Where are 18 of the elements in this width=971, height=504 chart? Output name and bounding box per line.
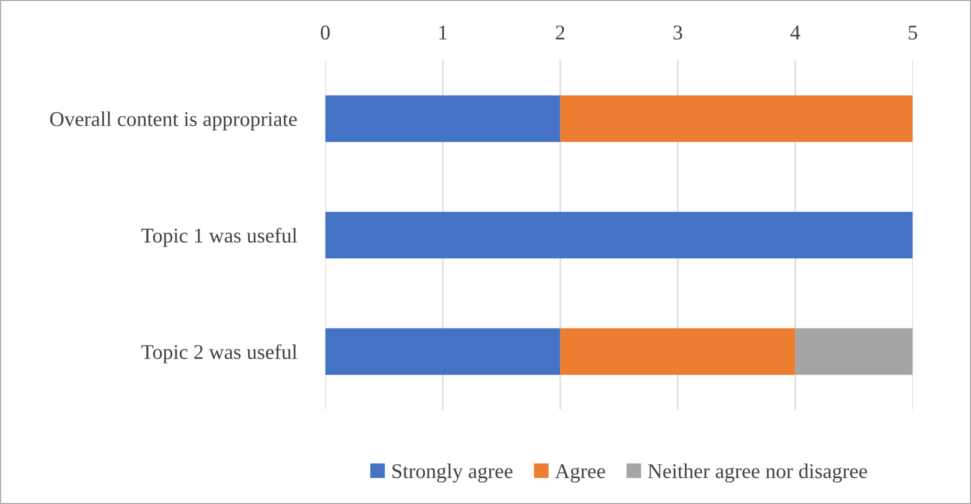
legend-label: Agree bbox=[555, 464, 605, 483]
x-tick-label: 1 bbox=[439, 26, 447, 40]
legend-label: Neither agree nor disagree bbox=[648, 464, 868, 483]
x-tick-label: 5 bbox=[908, 26, 918, 40]
x-tick-label: 4 bbox=[790, 26, 800, 40]
bar bbox=[325, 328, 560, 375]
bar bbox=[325, 212, 913, 258]
x-tick-label: 2 bbox=[556, 26, 564, 40]
legend-label: Strongly agree bbox=[392, 464, 512, 483]
y-tick-label: Topic 1 was useful bbox=[141, 228, 298, 247]
x-tick-label: 0 bbox=[320, 26, 330, 40]
bar bbox=[560, 95, 913, 142]
y-tick-label: Topic 2 was useful bbox=[141, 344, 298, 364]
bar bbox=[560, 328, 796, 375]
x-tick-label: 3 bbox=[674, 26, 682, 40]
bar bbox=[325, 95, 560, 142]
y-tick-label: Overall content is appropriate bbox=[50, 111, 297, 130]
bar bbox=[795, 328, 913, 375]
